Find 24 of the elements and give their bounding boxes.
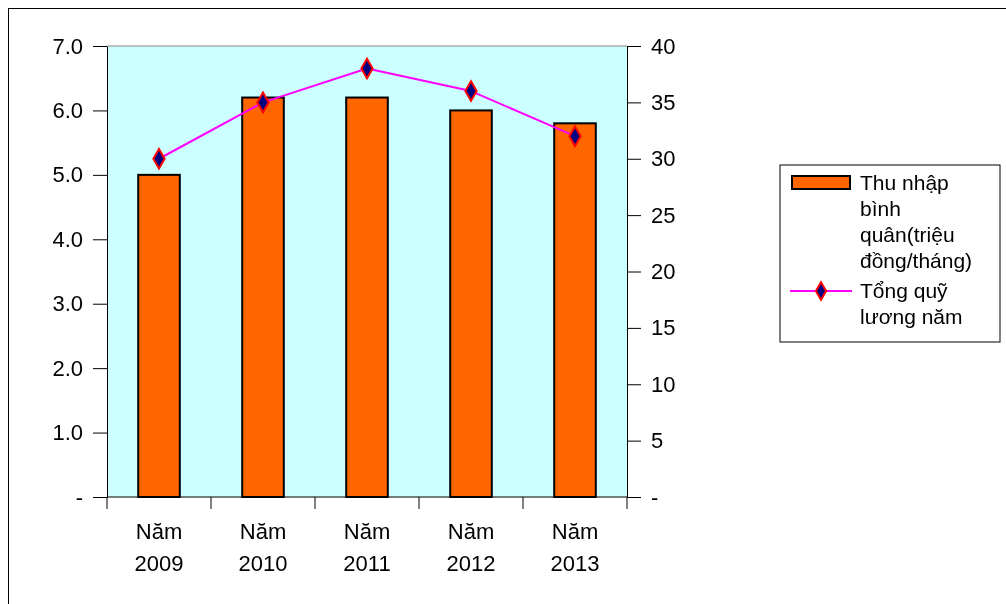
x-tick-label: Năm 2013 [550,519,600,576]
y-tick-label: - [75,484,83,510]
x-tick-label: Năm 2010 [238,519,288,576]
y-tick-label: 7.0 [52,33,83,59]
y-tick-label: 3.0 [52,291,83,317]
y2-tick-label: 30 [651,146,676,172]
y2-tick-label: 15 [651,315,676,341]
y-tick-label: 4.0 [52,226,83,252]
x-tick-label: Năm 2012 [446,519,496,576]
y-tick-label: 5.0 [52,162,83,188]
x-tick-label: Năm 2009 [134,519,184,576]
y2-tick-label: 5 [651,428,664,454]
y2-tick-label: 25 [651,202,676,228]
y2-tick-label: 35 [651,89,676,115]
y2-tick-label: - [651,484,659,510]
legend-label: Thu nhập bình quân(triệu đồng/tháng) [860,171,973,272]
y-tick-label: 1.0 [52,420,83,446]
legend-label: Tổng quỹ lương năm [860,279,963,328]
y2-tick-label: 10 [651,371,676,397]
y-tick-label: 2.0 [52,355,83,381]
y2-tick-label: 40 [651,33,676,59]
y-tick-label: 6.0 [52,97,83,123]
y2-tick-label: 20 [651,259,676,285]
x-tick-label: Năm 2011 [343,519,391,576]
